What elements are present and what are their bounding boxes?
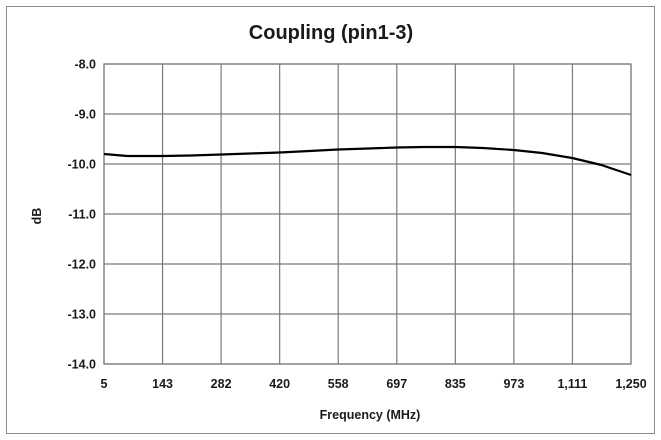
series-layer	[103, 145, 632, 177]
x-tick-label: 1,111	[557, 377, 587, 391]
y-tick-label: -11.0	[68, 208, 96, 222]
x-tick-label: 1,250	[615, 377, 646, 391]
x-tick-label: 697	[386, 377, 407, 391]
grid-layer	[103, 63, 632, 365]
x-tick-label: 282	[211, 377, 232, 391]
series-line	[103, 145, 632, 177]
x-tick-label: 143	[152, 377, 173, 391]
chart-title: Coupling (pin1-3)	[249, 22, 413, 44]
x-tick-label: 835	[445, 377, 466, 391]
x-tick-label: 973	[503, 377, 524, 391]
tick-layer: -8.0 -9.0 -10.0 -11.0 -12.0 -13.0 -14.0 5 143 282…	[68, 58, 647, 392]
x-axis-label: Frequency (MHz)	[320, 408, 421, 422]
y-tick-label: -8.0	[74, 58, 96, 72]
y-tick-label: -12.0	[68, 258, 97, 272]
plot-area	[103, 63, 632, 365]
y-tick-label: -13.0	[68, 308, 97, 322]
x-tick-label: 558	[328, 377, 349, 391]
x-tick-label: 420	[269, 377, 290, 391]
x-tick-label: 5	[101, 377, 108, 391]
y-tick-label: -9.0	[74, 108, 96, 122]
y-tick-label: -10.0	[68, 158, 97, 172]
y-axis-label: dB	[30, 208, 44, 225]
y-tick-label: -14.0	[68, 358, 97, 372]
chart-frame	[6, 6, 655, 434]
